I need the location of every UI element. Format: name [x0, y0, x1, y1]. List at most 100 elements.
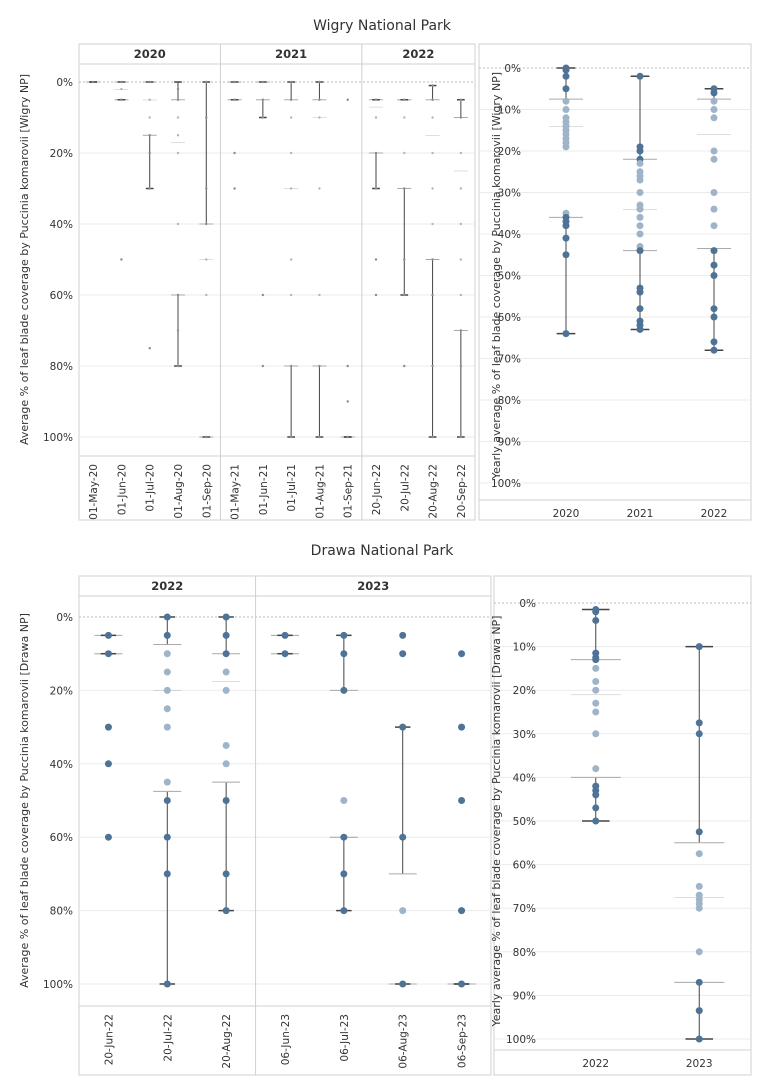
wigry-yearly-2021-point: [636, 72, 644, 80]
wigry-yearly-ytick-label: 100%: [491, 478, 521, 490]
wigry-dates-01-Jul-21-point: [289, 364, 293, 368]
drawa-dates-ytick-label: 80%: [50, 906, 73, 918]
wigry-dates-01-Jun-21-point: [261, 293, 265, 297]
wigry-yearly-ytick-label: 10%: [498, 105, 521, 117]
drawa-dates-20-Aug-22-box-lower: [212, 681, 241, 682]
drawa-dates-06-Aug-23-point: [399, 833, 407, 841]
drawa-yearly-2023-point: [695, 978, 703, 986]
wigry-dates-01-Jul-20-point: [148, 151, 151, 155]
wigry-yearly-2021-point: [636, 147, 644, 155]
drawa-dates-20-Aug-22-point: [222, 650, 230, 658]
drawa-yearly-2022-point: [592, 699, 600, 707]
wigry-dates-20-Jun-22-point: [374, 293, 378, 297]
drawa-yearly-ytick-label: 50%: [513, 816, 536, 828]
drawa-dates-06-Aug-23-point: [399, 650, 407, 658]
wigry-yearly-2021-point: [636, 189, 644, 196]
wigry-dates-20-Aug-22-point: [431, 293, 434, 297]
wigry-dates-xtick-label: 01-Jun-21: [258, 464, 270, 515]
drawa-yearly-2023-point: [695, 948, 703, 956]
wigry-dates-01-Jun-21-point: [261, 98, 265, 101]
wigry-yearly-2022-point: [710, 89, 718, 97]
drawa-dates-xtick-label: 06-Aug-23: [398, 1014, 410, 1069]
wigry-yearly-2022-point: [710, 261, 718, 269]
drawa-dates-06-Jun-23-point: [281, 631, 289, 639]
drawa-yearly-ytick-label: 60%: [513, 860, 536, 872]
drawa-dates-20-Aug-22-point: [222, 631, 230, 639]
wigry-dates-01-May-21-point: [233, 80, 236, 84]
wigry-dates-20-Sep-22-point: [459, 258, 463, 261]
wigry-dates-01-Jul-21-point: [289, 187, 293, 190]
wigry-dates-xtick-label: 01-Jul-21: [286, 464, 298, 512]
wigry-dates-20-Sep-22-point: [459, 329, 463, 332]
wigry-yearly-ytick-label: 70%: [498, 354, 521, 366]
drawa-yearly-ytick-label: 30%: [513, 729, 536, 741]
drawa-dates-20-Jun-22-point: [104, 650, 112, 658]
wigry-yearly-ytick-label: 40%: [498, 229, 521, 241]
wigry-dates-20-Aug-22-point: [431, 187, 434, 190]
wigry-yearly-2022-point: [710, 189, 718, 196]
wigry-dates-01-Jul-21-point: [289, 258, 293, 261]
drawa-dates-20-Aug-22-point: [222, 668, 230, 676]
drawa-yearly-ytick-label: 40%: [513, 772, 536, 784]
wigry-yearly-ytick-label: 20%: [498, 146, 521, 158]
wigry-dates-01-Sep-20-point: [205, 80, 208, 84]
drawa-dates-20-Aug-22-point: [222, 686, 230, 694]
wigry-dates-01-Aug-21-box: [312, 80, 327, 439]
wigry-dates-20-Jul-22-point: [403, 293, 406, 297]
wigry-dates-20-Jul-22-point: [403, 98, 406, 101]
wigry-yearly-2021-point: [636, 230, 644, 238]
drawa-dates-20-Jul-22-point: [163, 686, 171, 694]
wigry-dates-group-label: 2021: [275, 47, 307, 61]
wigry-dates-01-Sep-20-box: [199, 80, 214, 439]
wigry-dates-group-label: 2022: [402, 47, 434, 61]
wigry-dates-01-May-21-point: [233, 151, 236, 155]
drawa-dates-06-Sep-23-point: [458, 797, 466, 804]
wigry-yearly-ytick-label: 60%: [498, 312, 521, 324]
wigry-dates-20-Sep-22-point: [459, 222, 463, 226]
drawa-yearly-ytick-label: 90%: [513, 990, 536, 1002]
wigry-yearly-2022-point: [710, 114, 718, 122]
drawa-dates-06-Aug-23-point: [399, 631, 407, 639]
wigry-dates-01-Jun-21-point: [261, 116, 265, 119]
wigry-yearly-2022-point: [710, 97, 718, 105]
wigry-dates-01-Jul-20-point: [148, 80, 151, 84]
wigry-dates-01-Aug-21-point: [318, 116, 321, 119]
drawa-yearly-2023-point: [695, 828, 703, 836]
drawa-yearly-ytick-label: 10%: [513, 642, 536, 654]
drawa-dates-06-Jul-23-box: [329, 631, 358, 915]
drawa-yearly-ylabel: Yearly average % of leaf blade coverage …: [490, 616, 503, 1028]
drawa-dates-xtick-label: 06-Jul-23: [339, 1014, 351, 1062]
wigry-dates-01-May-21-point: [233, 187, 236, 190]
wigry-dates-20-Jul-22-box: [397, 98, 412, 368]
drawa-dates-ytick-label: 20%: [50, 685, 73, 697]
wigry-dates-ytick-label: 100%: [43, 432, 73, 444]
wigry-dates-20-Aug-22-point: [431, 151, 434, 155]
wigry-dates-20-Aug-22-point: [431, 435, 434, 439]
wigry-dates-xtick-label: 01-Jun-20: [116, 464, 128, 515]
drawa-dates-06-Jul-23-point: [340, 870, 348, 878]
drawa-dates-06-Jul-23-point: [340, 631, 348, 639]
drawa-dates-20-Jul-22-point: [163, 631, 171, 639]
wigry-yearly-ytick-label: 50%: [498, 271, 521, 283]
drawa-dates-06-Jul-23-point: [340, 797, 348, 804]
drawa-yearly-2022-point: [592, 791, 600, 799]
wigry-dates-01-Sep-20-point: [205, 258, 208, 261]
wigry-dates-01-Aug-20-point: [176, 116, 180, 119]
wigry-yearly-2022-point: [710, 205, 718, 213]
wigry-dates-01-Jun-21-box: [255, 80, 270, 368]
wigry-dates-20-Aug-22-point: [431, 116, 434, 119]
wigry-yearly-2021-point: [636, 305, 644, 313]
wigry-yearly-2022-box-lower: [697, 134, 731, 135]
wigry-yearly-2020-point: [562, 143, 570, 151]
wigry-dates-xtick-label: 01-Jul-20: [145, 464, 157, 512]
wigry-yearly-2021-point: [636, 159, 644, 167]
drawa-yearly-2022-point: [592, 730, 600, 738]
drawa-dates-20-Jul-22-point: [163, 705, 171, 713]
wigry-dates-01-Jul-20-point: [148, 116, 151, 119]
wigry-dates-01-Sep-20-point: [205, 222, 208, 226]
drawa-dates-ytick-label: 60%: [50, 832, 73, 844]
wigry-dates-01-Sep-21-point: [346, 364, 349, 368]
wigry-dates-xtick-label: 20-Jun-22: [371, 464, 383, 515]
drawa-dates-06-Sep-23-point: [458, 723, 466, 731]
drawa-yearly-2023-point: [695, 1035, 703, 1043]
